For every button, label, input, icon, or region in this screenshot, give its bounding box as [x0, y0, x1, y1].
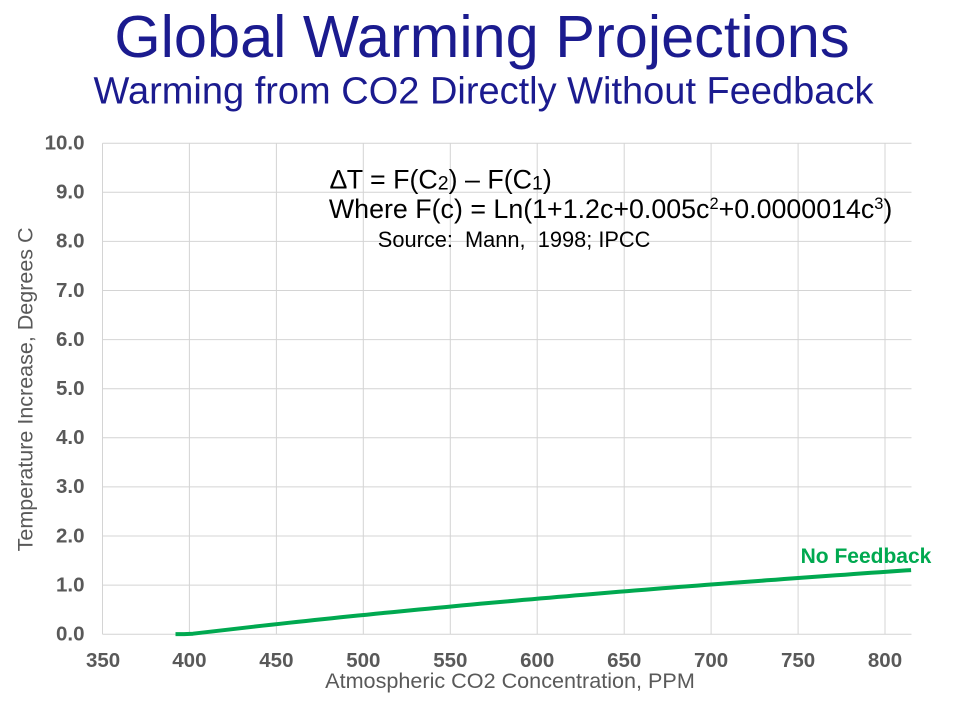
svg-text:2.0: 2.0 — [56, 524, 85, 547]
svg-text:500: 500 — [346, 649, 380, 672]
svg-text:550: 550 — [433, 649, 467, 672]
svg-text:400: 400 — [172, 649, 206, 672]
svg-text:9.0: 9.0 — [56, 181, 85, 204]
svg-text:Warming from CO2 Directly With: Warming from CO2 Directly Without Feedba… — [94, 70, 875, 112]
svg-text:750: 750 — [781, 649, 815, 672]
svg-text:3.0: 3.0 — [56, 475, 85, 498]
svg-text:Source: Mann, 1998; IPCC: Source: Mann, 1998; IPCC — [378, 227, 651, 252]
svg-text:10.0: 10.0 — [45, 132, 85, 155]
svg-text:4.0: 4.0 — [56, 426, 85, 449]
svg-text:No Feedback: No Feedback — [801, 545, 932, 568]
svg-text:700: 700 — [694, 649, 728, 672]
svg-text:600: 600 — [520, 649, 554, 672]
svg-text:6.0: 6.0 — [56, 328, 85, 351]
svg-text:1.0: 1.0 — [56, 573, 85, 596]
svg-text:800: 800 — [868, 649, 902, 672]
svg-text:450: 450 — [259, 649, 293, 672]
svg-text:Atmospheric CO2 Concentration,: Atmospheric CO2 Concentration, PPM — [325, 668, 695, 693]
svg-text:5.0: 5.0 — [56, 377, 85, 400]
svg-text:Global Warming Projections: Global Warming Projections — [114, 3, 849, 70]
svg-text:Where F(c) = Ln(1+1.2c+0.005c2: Where F(c) = Ln(1+1.2c+0.005c2+0.0000014… — [329, 194, 892, 224]
svg-text:7.0: 7.0 — [56, 279, 85, 302]
svg-text:350: 350 — [86, 649, 120, 672]
svg-text:∆T = F(C2) – F(C1): ∆T = F(C2) – F(C1) — [330, 165, 552, 195]
svg-text:0.0: 0.0 — [56, 623, 85, 646]
svg-text:8.0: 8.0 — [56, 230, 85, 253]
svg-text:650: 650 — [607, 649, 641, 672]
svg-text:Temperature Increase, Degrees: Temperature Increase, Degrees C — [14, 227, 38, 551]
